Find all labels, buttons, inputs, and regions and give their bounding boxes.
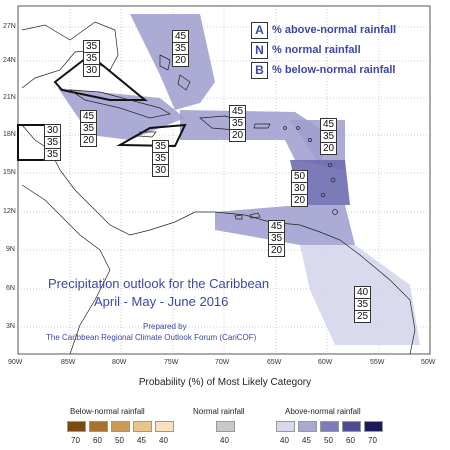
swatch-label-normal-40: 40 xyxy=(220,436,229,445)
lat-label-24n: 24N xyxy=(3,57,16,64)
swatch-label-below-50: 50 xyxy=(115,436,124,445)
prob-above: 45 xyxy=(81,111,96,123)
prob-below: 35 xyxy=(46,149,59,160)
prob-above: 35 xyxy=(84,41,99,53)
lon-label-85w: 85W xyxy=(61,359,76,366)
lat-label-15n: 15N xyxy=(3,169,16,176)
prob-above: 35 xyxy=(153,141,168,153)
swatch-below-45 xyxy=(133,421,152,432)
swatch-below-40 xyxy=(155,421,174,432)
prob-box-guianas: 40 35 25 xyxy=(354,286,371,323)
lon-label-50w: 50W xyxy=(421,359,436,366)
lat-label-3n: 3N xyxy=(6,323,15,330)
swatch-label-above-45: 45 xyxy=(302,436,311,445)
key-letter-b: B xyxy=(251,62,268,79)
swatch-above-60 xyxy=(342,421,361,432)
lat-label-9n: 9N xyxy=(6,246,15,253)
prob-box-cuba-central: 45 35 20 xyxy=(80,110,97,147)
lat-label-6n: 6N xyxy=(6,285,15,292)
swatch-below-70 xyxy=(67,421,86,432)
coastlines xyxy=(21,21,416,355)
prob-normal: 35 xyxy=(321,131,336,143)
probability-legend-title: Probability (%) of Most Likely Category xyxy=(138,377,312,388)
prob-box-jamaica: 35 35 30 xyxy=(152,140,169,177)
below-normal-label: Below-normal rainfall xyxy=(70,407,145,416)
credit-line1: Prepared by xyxy=(143,322,187,331)
prob-box-belize: 30 35 35 xyxy=(44,124,61,161)
swatch-label-below-70: 70 xyxy=(71,436,80,445)
lon-label-55w: 55W xyxy=(370,359,385,366)
prob-below: 20 xyxy=(82,135,95,146)
swatch-label-above-70: 70 xyxy=(368,436,377,445)
prob-above: 40 xyxy=(355,287,370,299)
above-normal-label: Above-normal rainfall xyxy=(285,407,361,416)
key-letter-n: N xyxy=(251,42,268,59)
key-text-below: % below-normal rainfall xyxy=(272,64,396,76)
prob-box-abc-islands: 45 35 20 xyxy=(268,220,285,257)
lat-label-18n: 18N xyxy=(3,131,16,138)
prob-normal: 35 xyxy=(153,153,168,165)
prob-normal: 35 xyxy=(230,118,245,130)
swatch-above-50 xyxy=(320,421,339,432)
swatch-label-above-50: 50 xyxy=(324,436,333,445)
prob-box-bahamas: 45 35 20 xyxy=(172,30,189,67)
prob-below: 20 xyxy=(293,195,306,206)
prob-box-leewards: 45 35 20 xyxy=(320,118,337,155)
map-title-line1: Precipitation outlook for the Caribbean xyxy=(48,276,270,291)
prob-above: 45 xyxy=(230,106,245,118)
outlook-map xyxy=(17,5,431,355)
prob-normal: 30 xyxy=(292,183,307,195)
lon-label-60w: 60W xyxy=(318,359,333,366)
prob-box-cuba-west: 35 35 30 xyxy=(83,40,100,77)
lon-label-90w: 90W xyxy=(8,359,23,366)
swatch-normal-40 xyxy=(216,421,235,432)
swatch-above-45 xyxy=(298,421,317,432)
prob-normal: 35 xyxy=(173,43,188,55)
key-text-normal: % normal rainfall xyxy=(272,44,361,56)
prob-below: 20 xyxy=(322,143,335,154)
prob-normal: 35 xyxy=(84,53,99,65)
prob-box-hispaniola: 45 35 20 xyxy=(229,105,246,142)
swatch-label-below-40: 40 xyxy=(159,436,168,445)
prob-above: 30 xyxy=(45,125,60,137)
prob-below: 20 xyxy=(231,130,244,141)
prob-above: 45 xyxy=(269,221,284,233)
swatch-below-50 xyxy=(111,421,130,432)
prob-above: 45 xyxy=(321,119,336,131)
lon-label-65w: 65W xyxy=(267,359,282,366)
prob-normal: 35 xyxy=(81,123,96,135)
lon-label-70w: 70W xyxy=(215,359,230,366)
swatch-label-below-60: 60 xyxy=(93,436,102,445)
lat-label-12n: 12N xyxy=(3,208,16,215)
map-title-line2: April - May - June 2016 xyxy=(94,294,229,309)
prob-below: 25 xyxy=(356,311,369,322)
prob-below: 20 xyxy=(174,55,187,66)
swatch-above-40 xyxy=(276,421,295,432)
lat-label-27n: 27N xyxy=(3,23,16,30)
lon-label-75w: 75W xyxy=(164,359,179,366)
prob-below: 30 xyxy=(85,65,98,76)
normal-label: Normal rainfall xyxy=(193,407,245,416)
prob-normal: 35 xyxy=(45,137,60,149)
swatch-below-60 xyxy=(89,421,108,432)
prob-above: 45 xyxy=(173,31,188,43)
key-text-above: % above-normal rainfall xyxy=(272,24,397,36)
prob-below: 30 xyxy=(154,165,167,176)
lat-label-21n: 21N xyxy=(3,94,16,101)
prob-below: 20 xyxy=(270,245,283,256)
swatch-above-70 xyxy=(364,421,383,432)
credit-line2: The Caribbean Regional Climate Outlook F… xyxy=(46,333,257,342)
prob-above: 50 xyxy=(292,171,307,183)
lon-label-80w: 80W xyxy=(112,359,127,366)
prob-normal: 35 xyxy=(355,299,370,311)
prob-box-windwards: 50 30 20 xyxy=(291,170,308,207)
key-letter-a: A xyxy=(251,22,268,39)
swatch-label-above-40: 40 xyxy=(280,436,289,445)
prob-normal: 35 xyxy=(269,233,284,245)
swatch-label-below-45: 45 xyxy=(137,436,146,445)
swatch-label-above-60: 60 xyxy=(346,436,355,445)
